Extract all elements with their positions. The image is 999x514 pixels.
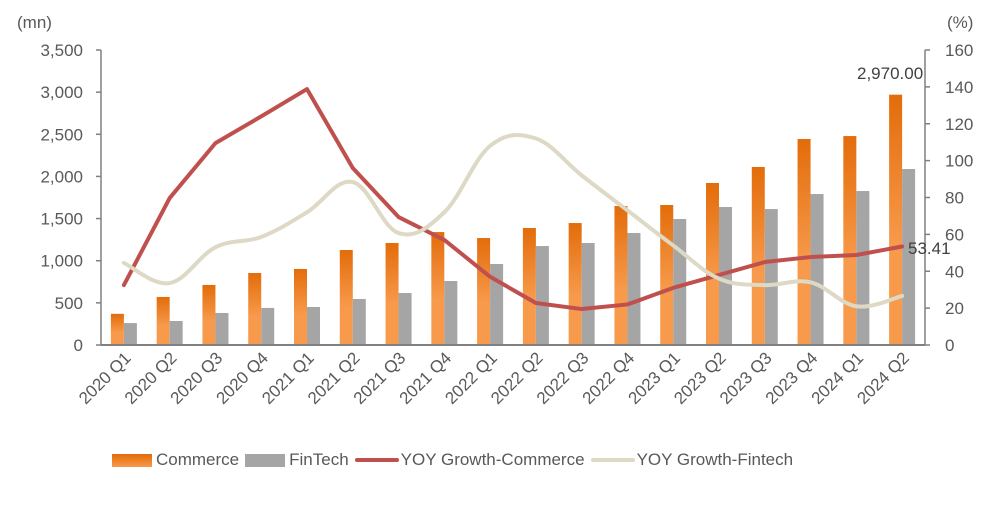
left-tick-label: 1,500: [40, 210, 83, 229]
legend-swatch-yoy-fintech: [590, 458, 635, 462]
bar-commerce-15: [797, 139, 811, 345]
data-label-yoy-commerce-2024q2: 53.41: [908, 239, 951, 258]
left-tick-label: 2,000: [40, 167, 83, 186]
right-tick-label: 140: [945, 78, 973, 97]
bar-fintech-2: [215, 312, 229, 345]
bar-commerce-3: [248, 273, 262, 345]
legend-label-commerce: Commerce: [156, 450, 240, 469]
bar-fintech-4: [307, 306, 320, 345]
right-tick-label: 20: [945, 299, 964, 318]
left-tick-label: 3,500: [40, 41, 83, 60]
legend-swatch-yoy-commerce: [354, 458, 399, 462]
right-tick-label: 80: [945, 189, 964, 208]
bar-commerce-0: [110, 313, 124, 345]
data-label-commerce-2024q2: 2,970.00: [857, 64, 923, 83]
bar-fintech-1: [169, 320, 183, 345]
legend-label-yoy-fintech: YOY Growth-Fintech: [636, 450, 794, 469]
legend-swatch-commerce: [112, 453, 152, 467]
bar-fintech-15: [810, 194, 824, 345]
axes-layer: 0 500 1,000 1,500 2,000 2,500 3,000 3,500 0 20 40 6…: [40, 41, 973, 408]
bar-fintech-3: [261, 307, 275, 345]
legend: Commerce FinTech YOY Growth-Commerce YOY…: [112, 450, 799, 470]
bar-commerce-10: [568, 223, 582, 345]
right-tick-label: 60: [945, 225, 964, 244]
bars-layer: [110, 94, 916, 346]
bar-commerce-7: [431, 232, 445, 345]
bar-fintech-0: [123, 323, 137, 345]
bar-fintech-10: [581, 243, 595, 345]
bar-commerce-16: [843, 136, 857, 345]
bar-fintech-5: [352, 298, 366, 345]
left-tick-label: 2,500: [40, 125, 83, 144]
right-tick-label: 100: [945, 152, 973, 171]
legend-label-fintech: FinTech: [289, 450, 349, 469]
left-tick-label: 1,000: [40, 252, 83, 271]
line-yoy-growth-fintech: [121, 133, 905, 309]
right-tick-label: 40: [945, 262, 964, 281]
legend-label-yoy-commerce: YOY Growth-Commerce: [400, 450, 585, 469]
legend-item-commerce[interactable]: Commerce: [112, 450, 239, 470]
left-tick-label: 0: [74, 336, 83, 355]
bar-fintech-11: [627, 232, 641, 345]
legend-item-fintech[interactable]: FinTech: [245, 450, 349, 470]
legend-item-yoy-commerce[interactable]: YOY Growth-Commerce: [354, 450, 585, 470]
lines-layer: [121, 87, 905, 312]
bar-commerce-5: [339, 250, 353, 345]
left-tick-label: 3,000: [40, 83, 83, 102]
bar-fintech-9: [535, 246, 549, 345]
bar-fintech-16: [856, 191, 870, 345]
bar-commerce-4: [294, 268, 307, 345]
bar-fintech-12: [673, 218, 687, 345]
bar-fintech-14: [764, 209, 778, 345]
bar-fintech-7: [444, 281, 458, 345]
bar-commerce-13: [706, 183, 719, 345]
bar-commerce-1: [156, 296, 170, 345]
bar-commerce-9: [522, 228, 536, 345]
legend-swatch-fintech: [245, 453, 286, 467]
line-yoy-growth-commerce: [121, 87, 905, 312]
bar-commerce-14: [751, 166, 765, 345]
bar-fintech-13: [719, 207, 732, 345]
bar-fintech-6: [398, 292, 412, 345]
left-tick-label: 500: [55, 294, 83, 313]
bar-commerce-12: [660, 205, 674, 345]
bar-commerce-2: [202, 284, 216, 345]
right-tick-label: 160: [945, 41, 973, 60]
bar-commerce-17: [889, 94, 903, 346]
bar-fintech-17: [902, 169, 916, 345]
left-axis-unit: (mn): [17, 13, 52, 32]
legend-item-yoy-fintech[interactable]: YOY Growth-Fintech: [590, 450, 794, 470]
bar-commerce-6: [385, 243, 399, 345]
right-tick-label: 120: [945, 115, 973, 134]
bar-commerce-11: [614, 206, 628, 345]
bar-commerce-8: [477, 238, 491, 345]
right-tick-label: 0: [945, 336, 954, 355]
right-axis-unit: (%): [947, 13, 973, 32]
